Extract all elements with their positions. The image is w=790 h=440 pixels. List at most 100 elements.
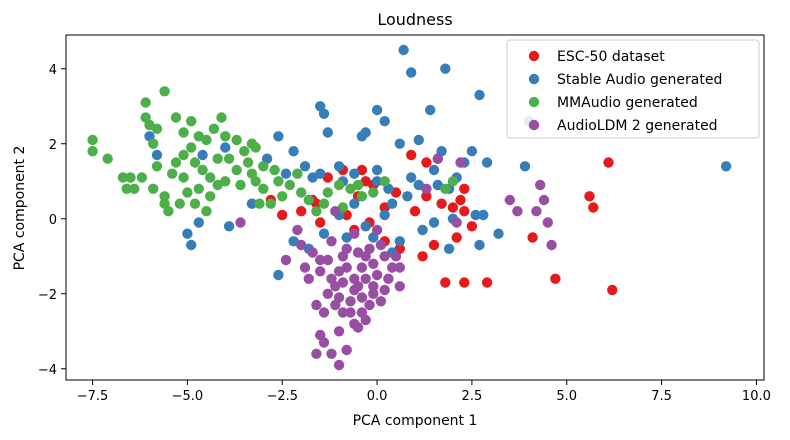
data-point (280, 168, 292, 179)
x-axis-label: PCA component 1 (353, 413, 478, 429)
data-point (421, 157, 432, 168)
data-point (542, 217, 553, 228)
y-axis-label: PCA component 2 (12, 146, 28, 271)
data-point (356, 292, 368, 303)
data-point (349, 273, 360, 284)
plot-frame (65, 34, 765, 381)
legend-label: Stable Audio generated (557, 72, 722, 88)
data-point (345, 296, 356, 307)
data-point (178, 149, 189, 161)
data-point (170, 112, 182, 123)
data-point (186, 142, 197, 153)
data-point (352, 179, 364, 191)
data-point (167, 168, 178, 179)
data-point (231, 164, 242, 176)
data-point (368, 281, 379, 292)
data-point (436, 198, 447, 209)
data-point (379, 176, 390, 187)
data-point (197, 149, 208, 161)
data-point (322, 254, 333, 266)
data-point (189, 157, 201, 168)
data-point (235, 179, 246, 191)
data-point (151, 161, 163, 172)
data-point (220, 142, 231, 153)
data-point (417, 224, 428, 236)
data-point (280, 254, 292, 266)
x-tick-label: 2.5 (462, 389, 483, 404)
data-point (474, 239, 485, 251)
data-point (288, 146, 299, 157)
data-point (125, 172, 136, 183)
data-point (379, 116, 390, 127)
data-point (470, 209, 481, 221)
y-axis: −4 −2 0 2 4 (38, 63, 66, 378)
data-point (459, 183, 470, 194)
data-point (315, 217, 326, 228)
data-point (428, 217, 440, 228)
data-point (326, 348, 337, 359)
data-point (186, 116, 197, 127)
data-point (398, 44, 409, 56)
legend: ESC-50 dataset Stable Audio generated MMAu… (506, 39, 760, 139)
x-tick-label: −7.5 (77, 389, 109, 404)
data-point (387, 262, 398, 273)
data-point (394, 236, 405, 247)
data-point (371, 176, 383, 187)
data-point (432, 153, 443, 164)
data-point (443, 243, 455, 254)
data-point (394, 281, 405, 292)
data-point (322, 288, 333, 299)
data-point (333, 359, 345, 371)
data-point (425, 104, 436, 116)
data-point (136, 172, 148, 183)
x-tick-label: −2.5 (266, 389, 298, 404)
x-tick-label: 10.0 (742, 389, 771, 404)
data-point (459, 206, 470, 217)
data-point (603, 157, 614, 168)
data-point (186, 239, 197, 251)
data-point (159, 191, 170, 202)
legend-label: ESC-50 dataset (557, 49, 665, 65)
data-point (428, 239, 440, 251)
data-point (481, 157, 493, 168)
data-point (341, 262, 352, 273)
data-point (296, 206, 307, 217)
data-point (375, 239, 387, 251)
legend-box (506, 39, 760, 139)
data-point (371, 104, 383, 116)
data-point (447, 202, 459, 213)
data-point (387, 198, 398, 209)
data-point (299, 161, 311, 172)
data-point (129, 183, 140, 194)
data-point (478, 209, 489, 221)
data-point (216, 112, 227, 123)
data-point (421, 191, 432, 202)
legend-label: AudioLDM 2 generated (557, 118, 718, 134)
data-point (459, 277, 470, 288)
data-point (258, 183, 269, 194)
data-point (205, 191, 216, 202)
data-point (394, 262, 405, 273)
data-point (148, 183, 159, 194)
data-point (231, 134, 242, 146)
data-point (538, 194, 550, 206)
data-point (394, 138, 405, 149)
data-point (421, 183, 432, 194)
data-point (140, 97, 151, 108)
data-point (182, 187, 193, 198)
data-point (406, 172, 417, 183)
series-3 (235, 153, 557, 371)
y-tick-label: 0 (49, 213, 57, 228)
data-point (208, 123, 220, 134)
data-point (368, 258, 379, 269)
data-point (307, 247, 318, 258)
data-point (349, 168, 360, 179)
data-point (178, 172, 189, 183)
data-point (315, 329, 326, 341)
data-point (333, 179, 345, 191)
legend-marker (528, 73, 540, 85)
data-point (481, 277, 493, 288)
data-point (333, 326, 345, 337)
data-point (352, 322, 364, 333)
data-point (201, 134, 212, 146)
